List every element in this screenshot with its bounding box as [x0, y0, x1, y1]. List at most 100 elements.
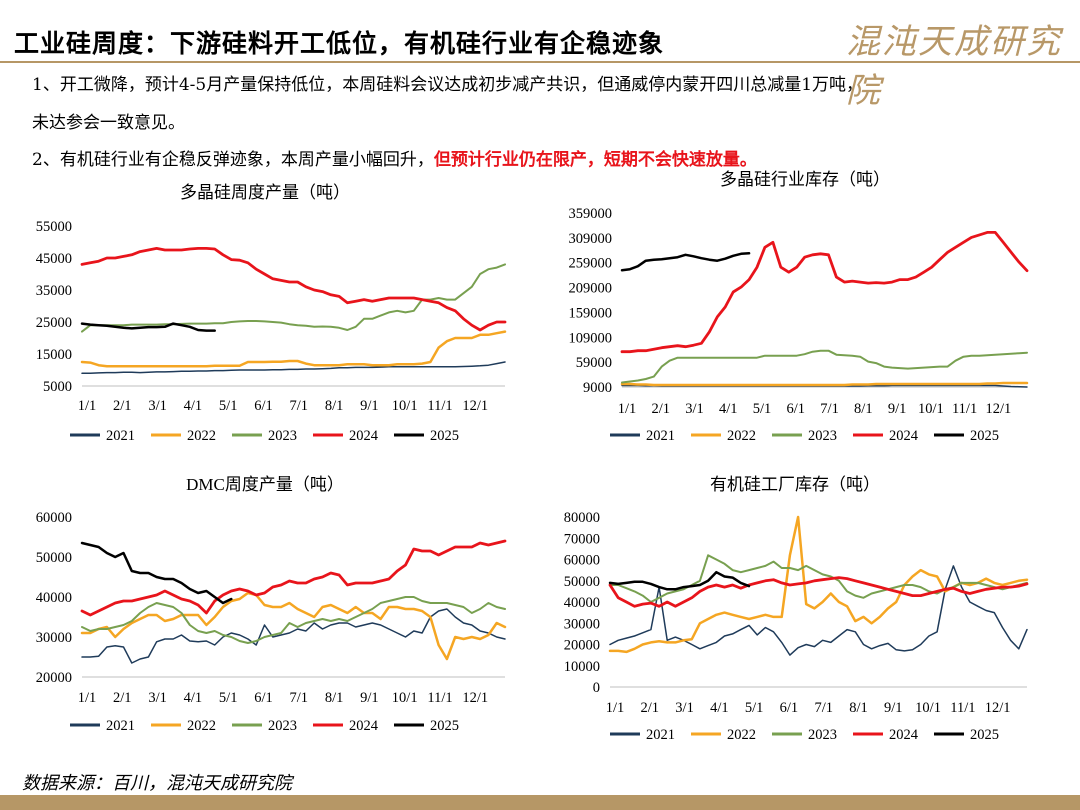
y-tick-label: 209000 [569, 281, 613, 297]
body-line-2: 未达参会一致意见。 [32, 113, 185, 133]
y-tick-label: 40000 [564, 595, 600, 611]
x-tick-label: 6/1 [254, 690, 273, 706]
y-tick-label: 60000 [36, 510, 72, 526]
series-line-2022 [80, 591, 507, 661]
series-line-2021 [81, 608, 506, 664]
x-tick-label: 10/1 [918, 401, 944, 417]
x-tick-label: 12/1 [462, 690, 488, 706]
x-tick-label: 2/1 [651, 401, 670, 417]
x-tick-label: 1/1 [606, 700, 625, 716]
x-tick-label: 4/1 [719, 401, 738, 417]
chart-polysilicon-production: 多晶硅周度产量（吨） 5000 15000 25000 35000 45000 55000 1… [36, 183, 507, 444]
y-tick-label: 109000 [569, 330, 613, 346]
x-tick-label: 11/1 [952, 401, 977, 417]
y-tick-label: 309000 [569, 231, 613, 247]
brand-logo: 混沌天成研究院 [846, 22, 1062, 111]
x-tick-label: 11/1 [427, 690, 452, 706]
x-tick-label: 10/1 [915, 700, 941, 716]
legend-label-2025: 2025 [430, 718, 459, 734]
series-line-2025 [80, 541, 233, 605]
body-line-1: 1、开工微降，预计4-5月产量保持低位，本周硅料会议达成初步减产共识，但通威停内… [32, 75, 864, 95]
x-tick-label: 6/1 [254, 398, 273, 414]
legend-label-2023: 2023 [808, 428, 837, 444]
y-tick-label: 30000 [36, 630, 72, 646]
x-tick-label: 8/1 [325, 690, 344, 706]
x-tick-label: 3/1 [675, 700, 694, 716]
y-tick-label: 259000 [569, 256, 613, 272]
body-line-3-highlight: 但预计行业仍在限产，短期不会快速放量。 [433, 150, 757, 170]
y-tick-label: 159000 [569, 305, 613, 321]
x-tick-label: 5/1 [219, 398, 238, 414]
chart-dmc-production: DMC周度产量（吨） 20000 30000 40000 50000 60000 1/1 2/… [36, 475, 507, 734]
y-tick-label: 40000 [36, 590, 72, 606]
y-tick-label: 15000 [36, 347, 72, 363]
x-tick-label: 5/1 [745, 700, 764, 716]
legend-label-2024: 2024 [889, 727, 919, 743]
chart-title: 多晶硅行业库存（吨） [720, 170, 890, 189]
x-tick-label: 2/1 [641, 700, 660, 716]
x-tick-label: 8/1 [325, 398, 344, 414]
legend-label-2024: 2024 [349, 428, 379, 444]
series-line-2023 [81, 596, 506, 644]
x-tick-label: 3/1 [685, 401, 704, 417]
legend-label-2024: 2024 [349, 718, 379, 734]
y-tick-label: 35000 [36, 283, 72, 299]
y-tick-label: 45000 [36, 251, 72, 267]
y-tick-label: 20000 [36, 670, 72, 686]
page-title: 工业硅周度：下游硅料开工低位，有机硅行业有企稳迹象 [14, 29, 665, 58]
legend-label-2021: 2021 [106, 428, 135, 444]
x-tick-label: 9/1 [360, 690, 379, 706]
y-tick-label: 60000 [564, 553, 600, 569]
x-tick-label: 7/1 [820, 401, 839, 417]
x-tick-label: 7/1 [290, 398, 309, 414]
y-tick-label: 9000 [583, 380, 612, 396]
y-tick-label: 80000 [564, 510, 600, 526]
y-tick-label: 55000 [36, 219, 72, 235]
series-line-2022 [620, 381, 1029, 387]
series-line-2024 [620, 231, 1029, 354]
x-tick-label: 2/1 [113, 398, 132, 414]
x-tick-label: 8/1 [849, 700, 868, 716]
x-tick-label: 3/1 [148, 690, 167, 706]
x-tick-label: 1/1 [78, 690, 97, 706]
legend-label-2021: 2021 [106, 718, 135, 734]
body-line-3-text: 2、有机硅行业有企稳反弹迹象，本周产量小幅回升， [32, 150, 434, 170]
x-tick-label: 3/1 [148, 398, 167, 414]
x-tick-label: 4/1 [184, 398, 203, 414]
x-tick-label: 4/1 [184, 690, 203, 706]
series-line-2025 [608, 570, 751, 591]
legend-label-2025: 2025 [430, 428, 459, 444]
x-tick-label: 9/1 [884, 700, 903, 716]
x-tick-label: 7/1 [814, 700, 833, 716]
series-line-2025 [620, 252, 751, 272]
y-tick-label: 5000 [43, 379, 72, 395]
x-tick-label: 8/1 [854, 401, 873, 417]
y-tick-label: 59000 [576, 355, 612, 371]
legend-label-2023: 2023 [808, 727, 837, 743]
x-tick-label: 1/1 [78, 398, 97, 414]
x-tick-label: 9/1 [360, 398, 379, 414]
legend-label-2022: 2022 [187, 718, 216, 734]
series-line-2024 [608, 576, 1029, 608]
x-tick-label: 10/1 [392, 690, 418, 706]
legend-label-2023: 2023 [268, 718, 297, 734]
chart-title: 有机硅工厂库存（吨） [710, 475, 880, 494]
series-line-2021 [609, 565, 1028, 656]
x-tick-label: 1/1 [618, 401, 637, 417]
chart-title: 多晶硅周度产量（吨） [180, 183, 350, 202]
source-note: 数据来源：百川，混沌天成研究院 [22, 773, 292, 794]
y-tick-label: 359000 [569, 206, 613, 222]
legend-label-2025: 2025 [970, 727, 999, 743]
y-tick-label: 50000 [564, 574, 600, 590]
series-line-2021 [81, 361, 506, 374]
legend-label-2022: 2022 [727, 727, 756, 743]
legend-label-2022: 2022 [187, 428, 216, 444]
series-line-2024 [80, 539, 507, 617]
series-line-2024 [80, 247, 507, 332]
series-line-2022 [80, 330, 507, 368]
x-tick-label: 12/1 [985, 700, 1011, 716]
x-tick-label: 5/1 [753, 401, 772, 417]
footer-bar [0, 795, 1080, 810]
x-tick-label: 9/1 [888, 401, 907, 417]
y-tick-label: 70000 [564, 531, 600, 547]
